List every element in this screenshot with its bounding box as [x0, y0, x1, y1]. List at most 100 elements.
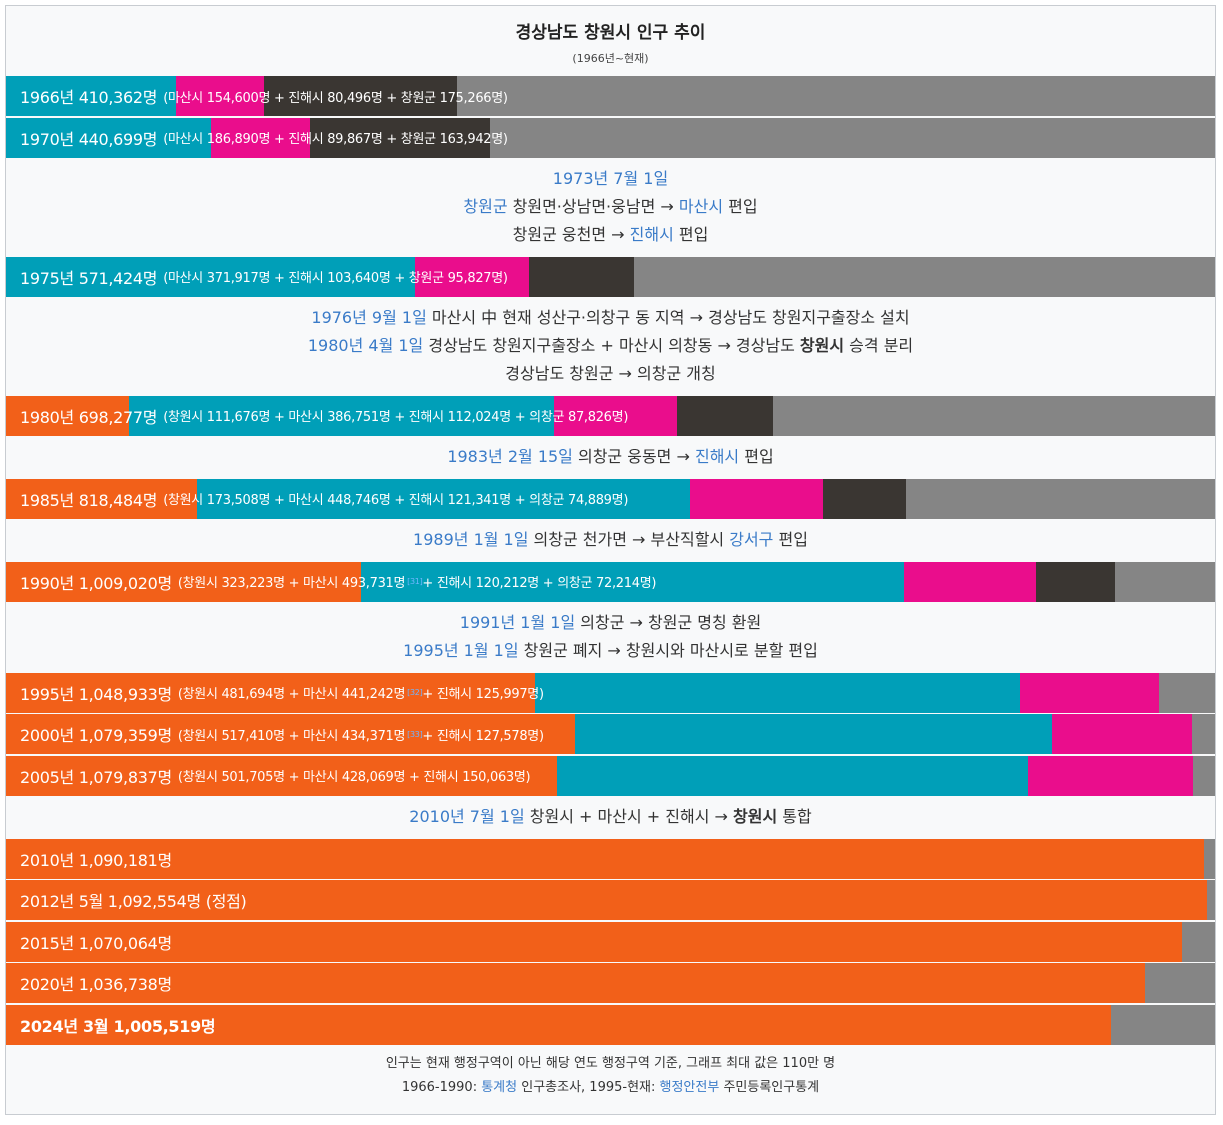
event-note-line: 창원군 웅천면 → 진해시 편입: [6, 221, 1215, 249]
bar-label: 1980년 698,277명 (창원시 111,676명 + 마산시 386,75…: [20, 396, 628, 436]
bar-segment: [1052, 714, 1193, 754]
bar-segment: [6, 1004, 1112, 1045]
chart-footer: 인구는 현재 행정구역이 아닌 해당 연도 행정구역 기준, 그래프 최대 값은…: [6, 1052, 1215, 1100]
event-link[interactable]: 1995년 1월 1일: [403, 641, 519, 660]
event-link[interactable]: 진해시: [694, 447, 740, 466]
event-note-line: 2010년 7월 1일 창원시 + 마산시 + 진해시 → 창원시 통합: [6, 803, 1215, 831]
event-note-line: 1983년 2월 15일 의창군 웅동면 → 진해시 편입: [6, 443, 1215, 471]
bar-segment: [310, 117, 491, 158]
bar-breakdown-label: (창원시 517,410명 + 마산시 434,371명: [177, 728, 406, 744]
event-text: 마산시 中 현재 성산구·의창구 동 지역 → 경상남도 창원지구출장소 설치: [426, 308, 910, 327]
bar-segment: [211, 117, 311, 158]
population-chart-frame: 경상남도 창원시 인구 추이 (1966년~현재) 1966년 410,362명…: [5, 5, 1216, 1115]
reference-link[interactable]: [31]: [407, 577, 423, 586]
bar-label: 2010년 1,090,181명: [20, 839, 172, 879]
bar-label: 2005년 1,079,837명 (창원시 501,705명 + 마산시 428,…: [20, 756, 531, 796]
bar-segment: [264, 76, 458, 116]
bar-breakdown-label: (마산시 186,890명 + 진해시 89,867명 + 창원군 163,94…: [163, 132, 508, 147]
bar-segment: [557, 755, 1028, 796]
chart-header: 경상남도 창원시 인구 추이 (1966년~현재): [6, 6, 1215, 76]
bar-label: 2024년 3월 1,005,519명: [20, 1005, 216, 1045]
bar-segment: [823, 478, 906, 519]
bar-row: 2015년 1,070,064명: [6, 921, 1215, 962]
reference-link[interactable]: [32]: [407, 688, 423, 697]
bar-segment: [528, 256, 634, 297]
chart-title: 경상남도 창원시 인구 추이: [515, 23, 706, 43]
event-link[interactable]: 창원군: [463, 197, 508, 216]
bar-total-label: 1995년 1,048,933명: [20, 684, 172, 704]
source-link-ministry-interior[interactable]: 행정안전부: [659, 1080, 720, 1095]
bar-total-label: 2020년 1,036,738명: [20, 975, 172, 994]
bar-label: 1985년 818,484명 (창원시 173,508명 + 마산시 448,74…: [20, 479, 628, 519]
event-link[interactable]: 1973년 7월 1일: [552, 169, 669, 188]
bar-segment: [175, 76, 265, 116]
event-note-line: 1995년 1월 1일 창원군 폐지 → 창원시와 마산시로 분할 편입: [6, 637, 1215, 665]
event-link[interactable]: 1980년 4월 1일: [307, 336, 424, 355]
event-note-line: 1980년 4월 1일 경상남도 창원지구출장소 + 마산시 의창동 → 경상남…: [6, 332, 1215, 360]
event-link[interactable]: 1989년 1월 1일: [413, 530, 529, 549]
bar-segment: [6, 478, 197, 519]
bar-label: 1995년 1,048,933명 (창원시 481,694명 + 마산시 441,…: [20, 673, 544, 713]
source-link-statistics-korea[interactable]: 통계청: [481, 1080, 518, 1095]
bar-label: 2000년 1,079,359명 (창원시 517,410명 + 마산시 434,…: [20, 714, 544, 754]
event-note: 1991년 1월 1일 의창군 → 창원군 명칭 환원 1995년 1월 1일 창…: [6, 603, 1215, 671]
bar-total-label: 1975년 571,424명: [20, 268, 158, 288]
bar-row: 2010년 1,090,181명: [6, 838, 1215, 879]
event-link[interactable]: 마산시: [678, 197, 724, 216]
bar-segment: [6, 561, 362, 602]
event-note-line: 창원군 창원면·상남면·웅남면 → 마산시 편입: [6, 193, 1215, 221]
event-text: 통합: [777, 807, 812, 826]
footer-source: 1966-1990: 통계청 인구총조사, 1995-현재: 행정안전부 주민등…: [6, 1076, 1215, 1100]
bar-segment: [6, 755, 558, 796]
bar-segment: [6, 714, 575, 754]
event-link[interactable]: 강서구: [729, 530, 774, 549]
bar-segment: [6, 395, 129, 436]
event-link[interactable]: 2010년 7월 1일: [409, 807, 525, 826]
bar-total-label: 1980년 698,277명: [20, 407, 158, 427]
bar-breakdown-label: (마산시 154,600명 + 진해시 80,496명 + 창원군 175,26…: [163, 90, 508, 106]
bar-segment: [6, 672, 536, 713]
bar-segment: [535, 672, 1021, 713]
bar-breakdown-label: (창원시 481,694명 + 마산시 441,242명: [177, 687, 406, 702]
event-text: 편입: [673, 225, 709, 244]
bar-row: 1975년 571,424명 (마산시 371,917명 + 진해시 103,64…: [6, 256, 1215, 297]
bar-label: 2012년 5월 1,092,554명 (정점): [20, 880, 247, 920]
bar-breakdown-label: (창원시 111,676명 + 마산시 386,751명 + 진해시 112,0…: [163, 410, 629, 425]
bar-segment: [553, 395, 677, 436]
reference-link[interactable]: [33]: [407, 729, 423, 739]
event-link[interactable]: 1991년 1월 1일: [459, 613, 576, 632]
bar-total-label: 2012년 5월 1,092,554명 (정점): [20, 892, 247, 911]
event-text: 경상남도 창원지구출장소 + 마산시 의창동 → 경상남도: [423, 336, 800, 355]
bar-segment: [6, 76, 176, 116]
bar-segment: [1036, 561, 1116, 602]
event-note: 1989년 1월 1일 의창군 천가면 → 부산직할시 강서구 편입: [6, 520, 1215, 560]
event-text: 의창군 웅동면 →: [572, 447, 695, 466]
bar-label: 2015년 1,070,064명: [20, 922, 172, 962]
bar-segment: [414, 256, 529, 297]
event-link[interactable]: 1976년 9월 1일: [311, 308, 427, 327]
bar-total-label: 2015년 1,070,064명: [20, 933, 172, 953]
event-text: 승격 분리: [844, 336, 914, 355]
event-text: 경상남도 창원군 → 의창군 개칭: [505, 364, 716, 383]
footer-note: 인구는 현재 행정구역이 아닌 해당 연도 행정구역 기준, 그래프 최대 값은…: [385, 1056, 836, 1071]
event-note-line: 경상남도 창원군 → 의창군 개칭: [6, 360, 1215, 388]
event-note: 1976년 9월 1일 마산시 中 현재 성산구·의창구 동 지역 → 경상남도…: [6, 298, 1215, 394]
bar-segment: [128, 395, 554, 436]
bar-segment: [6, 963, 1146, 1003]
event-text: 의창군 → 창원군 명칭 환원: [575, 613, 762, 632]
bar-breakdown-label: + 진해시 125,997명): [422, 687, 544, 702]
bar-segment: [196, 478, 690, 519]
event-text: 의창군 천가면 → 부산직할시: [528, 530, 730, 549]
bar-label: 1975년 571,424명 (마산시 371,917명 + 진해시 103,64…: [20, 257, 508, 297]
event-text: 창원군 폐지 → 창원시와 마산시로 분할 편입: [518, 641, 818, 660]
bar-row: 2012년 5월 1,092,554명 (정점): [6, 880, 1215, 920]
bar-row: 2024년 3월 1,005,519명: [6, 1004, 1215, 1045]
bar-segment: [6, 838, 1205, 879]
bar-row: 1980년 698,277명 (창원시 111,676명 + 마산시 386,75…: [6, 395, 1215, 436]
event-link[interactable]: 진해시: [629, 225, 674, 244]
bar-segment: [6, 880, 1207, 920]
bar-total-label: 2010년 1,090,181명: [20, 850, 172, 870]
event-text: 편입: [739, 447, 774, 466]
event-link[interactable]: 1983년 2월 15일: [447, 447, 573, 466]
